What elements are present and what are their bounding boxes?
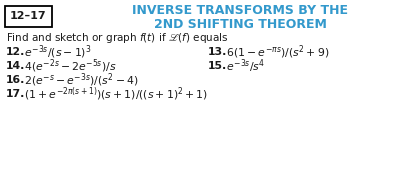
FancyBboxPatch shape: [5, 5, 51, 26]
Text: 17.: 17.: [6, 89, 25, 99]
Text: $e^{-3s}/s^4$: $e^{-3s}/s^4$: [224, 57, 266, 75]
Text: INVERSE TRANSFORMS BY THE: INVERSE TRANSFORMS BY THE: [132, 4, 348, 18]
Text: Find and sketch or graph $f(t)$ if $\mathscr{L}(f)$ equals: Find and sketch or graph $f(t)$ if $\mat…: [6, 31, 229, 45]
Text: 13.: 13.: [208, 47, 227, 57]
Text: 12–17: 12–17: [10, 11, 46, 21]
Text: 14.: 14.: [6, 61, 25, 71]
Text: 12.: 12.: [6, 47, 25, 57]
Text: $2(e^{-s} - e^{-3s})/(s^2 - 4)$: $2(e^{-s} - e^{-3s})/(s^2 - 4)$: [21, 71, 139, 89]
Text: 2ND SHIFTING THEOREM: 2ND SHIFTING THEOREM: [154, 18, 326, 30]
Text: $4(e^{-2s} - 2e^{-5s})/s$: $4(e^{-2s} - 2e^{-5s})/s$: [21, 57, 117, 75]
Text: $e^{-3s}/(s-1)^3$: $e^{-3s}/(s-1)^3$: [21, 43, 92, 61]
Text: $6(1 - e^{-\pi s})/(s^2 + 9)$: $6(1 - e^{-\pi s})/(s^2 + 9)$: [224, 43, 330, 61]
Text: 16.: 16.: [6, 75, 25, 85]
Text: 15.: 15.: [208, 61, 227, 71]
Text: $(1 + e^{-2\pi(s+1)})(s+1)/((s+1)^2 + 1)$: $(1 + e^{-2\pi(s+1)})(s+1)/((s+1)^2 + 1)…: [21, 85, 208, 103]
